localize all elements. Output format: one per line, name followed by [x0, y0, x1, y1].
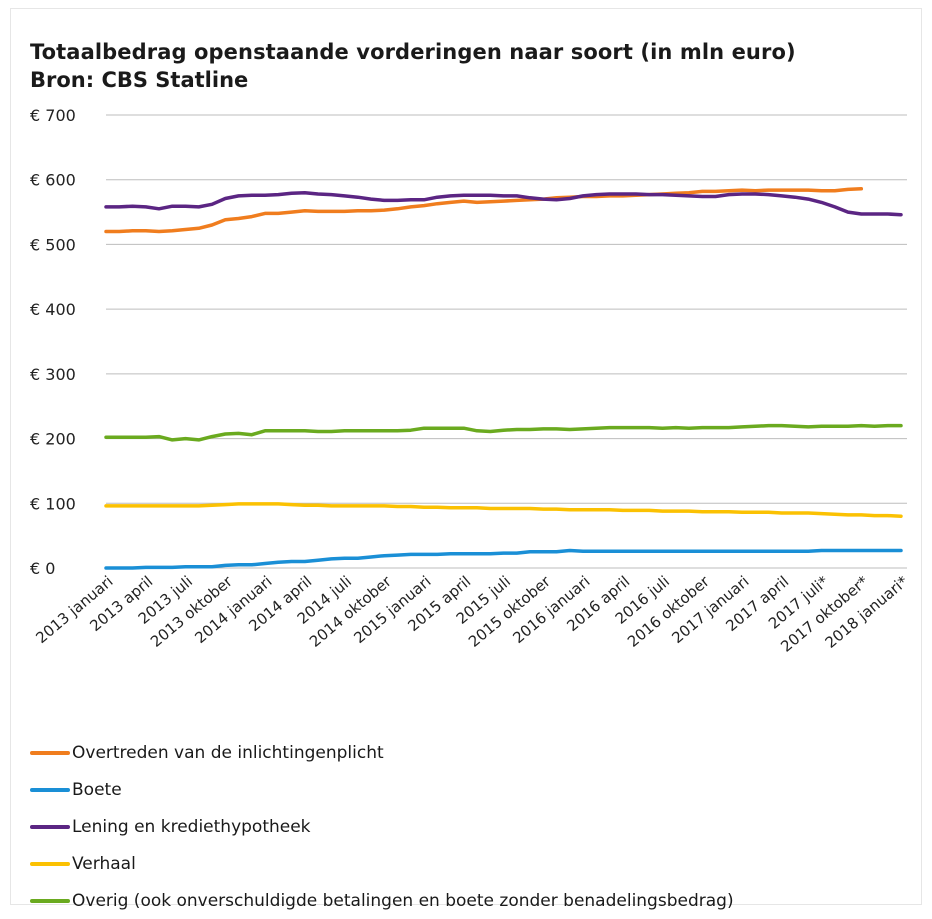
y-tick-label: € 200: [30, 430, 76, 449]
line-chart: € 0€ 100€ 200€ 300€ 400€ 500€ 600€ 70020…: [0, 0, 932, 730]
legend-item: Overig (ook onverschuldigde betalingen e…: [30, 882, 734, 919]
legend-item: Boete: [30, 771, 734, 808]
series-line-3: [106, 193, 901, 215]
y-tick-label: € 0: [30, 559, 55, 578]
series-line-4: [106, 504, 901, 516]
chart-legend: Overtreden van de inlichtingenplicht Boet…: [30, 734, 734, 919]
y-tick-label: € 300: [30, 365, 76, 384]
y-tick-label: € 700: [30, 106, 76, 125]
series-line-5: [106, 426, 901, 440]
legend-item: Overtreden van de inlichtingenplicht: [30, 734, 734, 771]
legend-swatch: [30, 862, 70, 866]
y-tick-label: € 100: [30, 494, 76, 513]
legend-label: Lening en krediethypotheek: [72, 817, 311, 837]
y-tick-label: € 600: [30, 171, 76, 190]
y-tick-label: € 400: [30, 300, 76, 319]
legend-swatch: [30, 788, 70, 792]
legend-label: Boete: [72, 780, 122, 800]
series-line-2: [106, 551, 901, 569]
legend-label: Verhaal: [72, 854, 136, 874]
legend-swatch: [30, 825, 70, 829]
legend-label: Overtreden van de inlichtingenplicht: [72, 743, 384, 763]
legend-swatch: [30, 899, 70, 903]
legend-label: Overig (ook onverschuldigde betalingen e…: [72, 891, 734, 911]
y-tick-label: € 500: [30, 235, 76, 254]
legend-item: Verhaal: [30, 845, 734, 882]
legend-swatch: [30, 751, 70, 755]
legend-item: Lening en krediethypotheek: [30, 808, 734, 845]
